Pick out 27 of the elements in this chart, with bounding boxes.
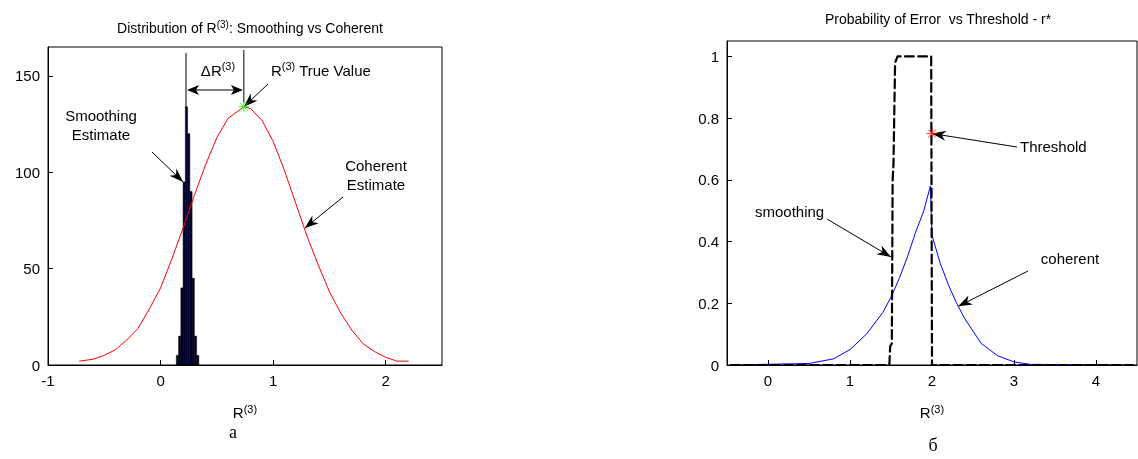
y-tick-label: 0.2 [698, 294, 719, 312]
annotation: smoothing [755, 202, 825, 220]
y-tick-label: 0.6 [698, 171, 719, 189]
y-tick-label: 50 [23, 260, 40, 278]
annotation: Coherent Estimate [345, 157, 408, 193]
y-tick-label: 1 [710, 47, 719, 65]
x-tick-label: 1 [845, 372, 855, 389]
x-tick-label: 2 [927, 372, 937, 389]
x-tick-label: 0 [156, 372, 165, 389]
x-tick-label: 2 [381, 372, 390, 389]
x-tick-label: 0 [763, 372, 773, 389]
annotation: coherent [1040, 249, 1101, 267]
x-tick-label: 1 [268, 372, 278, 389]
chart-title: Probability of Error vs Threshold - r* [824, 11, 1052, 27]
x-tick-label: 3 [1009, 372, 1019, 389]
y-tick-label: 150 [14, 67, 40, 85]
y-tick-label: 0.4 [698, 233, 719, 251]
text: a [229, 422, 237, 442]
y-tick-label: 0.8 [698, 109, 719, 127]
y-tick-label: 0 [710, 356, 719, 374]
text: б [928, 435, 938, 455]
x-tick-label: 4 [1091, 372, 1101, 389]
annotation: Smoothing Estimate [65, 107, 137, 143]
x-tick-label: -1 [41, 372, 55, 389]
y-tick-label: 0 [31, 356, 40, 374]
annotation: Threshold [1020, 137, 1087, 155]
y-tick-label: 100 [14, 163, 40, 181]
